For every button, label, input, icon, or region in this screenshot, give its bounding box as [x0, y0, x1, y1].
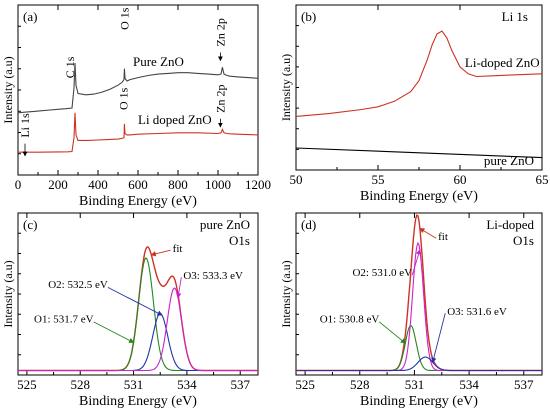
series-label-li-doped-zno: Li-doped ZnO — [465, 55, 540, 70]
annotation-arrow — [419, 228, 437, 239]
annotation-arrow — [150, 249, 171, 257]
x-tick-label: 534 — [177, 377, 197, 392]
x-tick-label: 537 — [230, 377, 250, 392]
peak-annotation-o3-531-6-ev: O3: 531.6 eV — [447, 306, 507, 318]
peak-annotation-zn-2p: Zn 2p — [213, 18, 227, 46]
annotation-arrow — [107, 286, 163, 316]
series-label-pure-zno: Pure ZnO — [133, 54, 184, 69]
x-tick-label: 531 — [405, 377, 425, 392]
peak-annotation-o1-531-7-ev: O1: 531.7 eV — [34, 314, 94, 326]
panel-d-frame — [295, 212, 543, 376]
series-label-li-doped-zno: Li doped ZnO — [138, 112, 212, 127]
annotation-arrow — [379, 321, 407, 344]
x-tick-label: 1200 — [245, 177, 271, 192]
panel-c: 525 528 531 534 537 Binding Energy (eV) Intens… — [1, 212, 259, 409]
x-axis-label: Binding Energy (eV) — [79, 394, 197, 409]
series-pure-zno — [18, 62, 258, 114]
series-li-doped-zno — [18, 112, 258, 153]
peak-annotation-o3-533-3-ev: O3: 533.3 eV — [183, 270, 243, 282]
y-axis-label: Intensity (a.u) — [279, 260, 293, 327]
x-tick-label: 528 — [350, 377, 370, 392]
x-tick-label: 0 — [15, 177, 22, 192]
series-pure-zno — [296, 147, 542, 159]
panel-label: (b) — [301, 9, 316, 24]
panel-subtitle: O1s — [513, 233, 534, 248]
x-tick-label: 800 — [168, 177, 188, 192]
y-axis-label: Intensity (a.u) — [1, 56, 15, 123]
panel-title: pure ZnO — [200, 217, 250, 232]
x-tick-label: 50 — [290, 172, 303, 187]
panel-label: (c) — [23, 217, 37, 232]
plot-area — [296, 30, 542, 159]
x-tick-label: 528 — [70, 377, 90, 392]
x-tick-label: 531 — [124, 377, 144, 392]
panel-label: (a) — [23, 9, 37, 24]
peak-annotation-o-1s: O 1s — [116, 87, 130, 110]
x-tick-label: 525 — [295, 377, 315, 392]
series-li-doped-zno — [296, 30, 542, 117]
series-label-pure-zno: pure ZnO — [484, 153, 534, 168]
peak-annotation-li-1s: Li 1s — [18, 113, 32, 138]
x-tick-label: 534 — [459, 377, 479, 392]
plot-area — [18, 62, 258, 153]
panel-label: (d) — [301, 217, 316, 232]
panel-subtitle: O1s — [229, 233, 250, 248]
x-axis-label: Binding Energy (eV) — [360, 189, 478, 204]
peak-annotation-fit: fit — [173, 243, 183, 255]
peak-annotation-c-1s: C 1s — [63, 56, 77, 78]
x-axis-label: Binding Energy (eV) — [360, 394, 478, 409]
x-tick-label: 400 — [88, 177, 108, 192]
x-tick-label: 537 — [514, 377, 534, 392]
panel-title: Li-doped — [486, 217, 534, 232]
series-o3-533-3-ev — [18, 287, 258, 372]
peak-annotation-zn-2p: Zn 2p — [213, 84, 227, 112]
x-tick-label: 1000 — [205, 177, 231, 192]
x-tick-label: 60 — [454, 172, 467, 187]
panel-b: 50 55 60 65 Binding Energy (eV) Intensity (a.… — [279, 4, 549, 204]
annotation-arrow — [411, 249, 422, 276]
peak-annotation-o2-531-0-ev: O2: 531.0 eV — [352, 267, 412, 279]
panel-title: Li 1s — [502, 9, 528, 24]
series-fit — [296, 214, 542, 372]
plot-area — [296, 214, 542, 372]
plot-area — [18, 246, 258, 372]
series-o3-531-6-ev — [296, 356, 542, 372]
panel-a: 0 200 400 600 800 1000 1200 Binding Energy (eV)… — [1, 4, 271, 209]
y-axis-label: Intensity (a.u) — [279, 54, 293, 121]
y-axis-label: Intensity (a.u) — [1, 260, 15, 327]
panel-b-frame — [295, 4, 543, 171]
annotation-arrow — [431, 313, 446, 364]
x-tick-label: 200 — [48, 177, 68, 192]
x-tick-label: 65 — [536, 172, 549, 187]
x-tick-label: 525 — [17, 377, 37, 392]
peak-annotation-o-1s: O 1s — [117, 7, 131, 30]
annotation-arrow — [176, 277, 182, 299]
peak-annotation-o2-532-5-ev: O2: 532.5 eV — [48, 279, 108, 291]
peak-annotation-fit: fit — [438, 231, 448, 243]
panel-d: 525 528 531 534 537 Binding Energy (eV) Intens… — [279, 212, 543, 409]
annotation-arrow — [93, 321, 135, 343]
peak-annotation-o1-530-8-ev: O1: 530.8 eV — [320, 314, 380, 326]
series-o1-530-8-ev — [296, 324, 542, 372]
x-tick-label: 55 — [372, 172, 385, 187]
x-tick-label: 600 — [128, 177, 148, 192]
x-axis-label: Binding Energy (eV) — [79, 194, 197, 209]
panel-c-frame — [17, 212, 259, 376]
